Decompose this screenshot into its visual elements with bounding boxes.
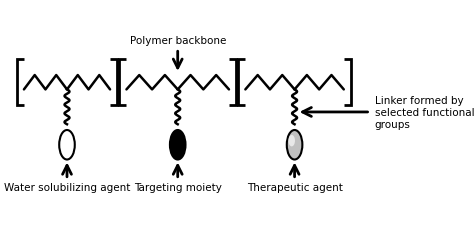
- Ellipse shape: [59, 131, 75, 160]
- Ellipse shape: [287, 131, 302, 160]
- Text: Targeting moiety: Targeting moiety: [134, 183, 222, 193]
- Text: Linker formed by
selected functional
groups: Linker formed by selected functional gro…: [374, 96, 474, 129]
- Text: Water solubilizing agent: Water solubilizing agent: [4, 183, 130, 193]
- Text: Polymer backbone: Polymer backbone: [129, 36, 226, 46]
- Ellipse shape: [288, 135, 295, 147]
- Text: Therapeutic agent: Therapeutic agent: [246, 183, 343, 193]
- Ellipse shape: [170, 131, 185, 160]
